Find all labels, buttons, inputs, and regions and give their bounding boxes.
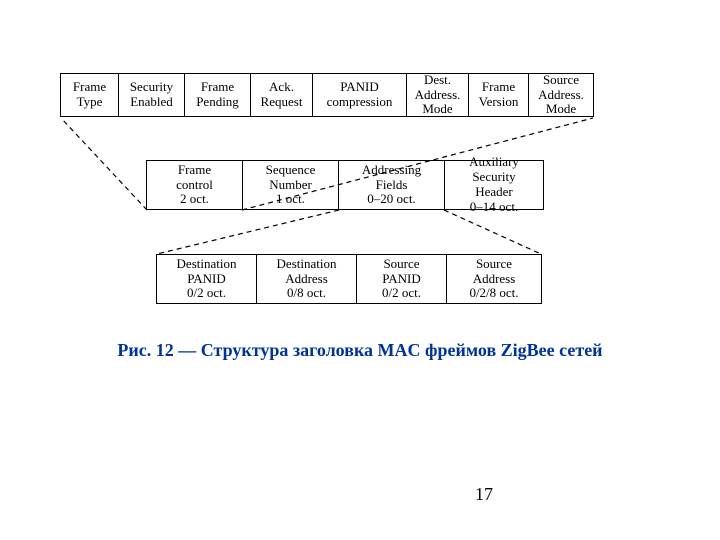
label: AddressingFields0–20 oct. [362,163,421,208]
figure-caption: Рис. 12 — Структура заголовка MAC фреймо… [0,340,720,361]
cell-addressing-fields: AddressingFields0–20 oct. [338,160,444,210]
label: AuxiliarySecurityHeader0–14 oct. [469,155,519,215]
cell-ack-request: Ack.Request [250,73,312,117]
label: DestinationAddress0/8 oct. [277,257,337,302]
diagram-stage: FrameType SecurityEnabled FramePending A… [0,0,720,540]
cell-src-panid: SourcePANID0/2 oct. [356,254,446,304]
label: FrameVersion [479,80,519,110]
cell-frame-version: FrameVersion [468,73,528,117]
cell-security-enabled: SecurityEnabled [118,73,184,117]
cell-frame-type: FrameType [60,73,118,117]
cell-src-addr-mode: SourceAddress.Mode [528,73,594,117]
mac-header-fields-row: Framecontrol2 oct. SequenceNumber1 oct. … [146,160,544,210]
label: SequenceNumber1 oct. [266,163,316,208]
page-number-text: 17 [475,484,493,504]
cell-aux-sec-header: AuxiliarySecurityHeader0–14 oct. [444,160,544,210]
cell-dest-address: DestinationAddress0/8 oct. [256,254,356,304]
label: Framecontrol2 oct. [176,163,213,208]
label: PANIDcompression [327,80,393,110]
label: FramePending [196,80,239,110]
frame-control-bits-row: FrameType SecurityEnabled FramePending A… [60,73,594,117]
label: SecurityEnabled [130,80,173,110]
connector-line [444,210,541,254]
label: DestinationPANID0/2 oct. [177,257,237,302]
connector-line [61,118,147,210]
addressing-fields-row: DestinationPANID0/2 oct. DestinationAddr… [156,254,542,304]
label: Dest.Address.Mode [415,73,461,118]
label: SourceAddress0/2/8 oct. [469,257,518,302]
cell-panid-compression: PANIDcompression [312,73,406,117]
caption-text: Рис. 12 — Структура заголовка MAC фреймо… [117,340,602,360]
cell-src-address: SourceAddress0/2/8 oct. [446,254,542,304]
page-number: 17 [475,484,493,505]
label: FrameType [73,80,106,110]
connector-line [157,210,339,254]
cell-dest-addr-mode: Dest.Address.Mode [406,73,468,117]
cell-frame-pending: FramePending [184,73,250,117]
cell-frame-control: Framecontrol2 oct. [146,160,242,210]
label: Ack.Request [261,80,303,110]
cell-dest-panid: DestinationPANID0/2 oct. [156,254,256,304]
cell-sequence-number: SequenceNumber1 oct. [242,160,338,210]
label: SourcePANID0/2 oct. [382,257,421,302]
label: SourceAddress.Mode [538,73,584,118]
